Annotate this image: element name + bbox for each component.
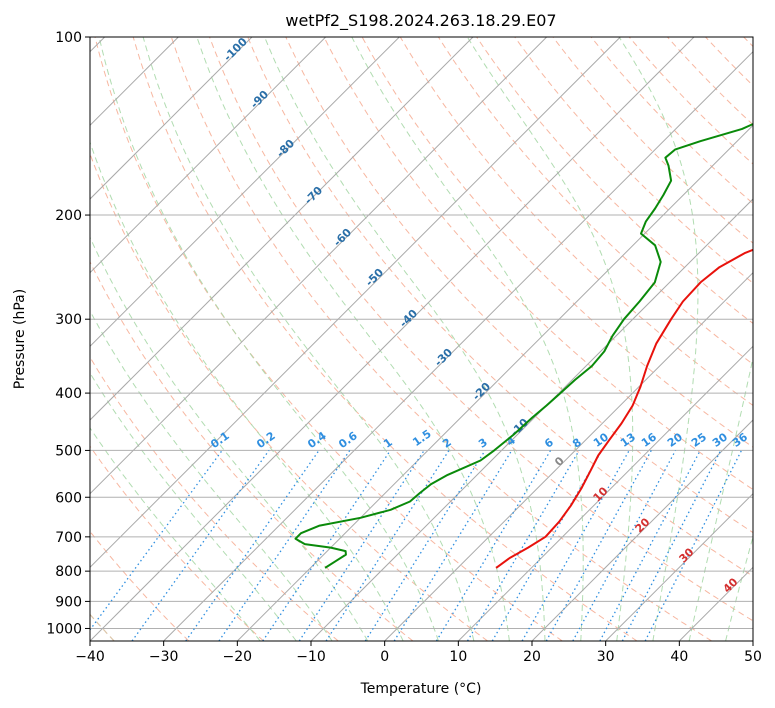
moist-adiabat-line	[264, 37, 546, 641]
dry-adiabat-line	[209, 37, 753, 622]
skewed-isotherm-line	[310, 198, 753, 641]
dry-adiabat-line	[132, 37, 638, 641]
skewed-isotherm-line	[90, 37, 621, 569]
skewed-isotherm-line	[90, 37, 327, 274]
y-tick-label: 200	[55, 208, 82, 224]
pressure-gridlines	[90, 37, 753, 629]
x-tick-label: 10	[449, 649, 467, 665]
x-tick-label: −10	[296, 649, 326, 665]
moist-adiabat-line	[618, 37, 699, 641]
moist-adiabats	[90, 37, 753, 641]
moist-adiabat-line	[196, 37, 510, 641]
dewpoint-profile-line	[294, 122, 753, 569]
x-tick-label: −30	[149, 649, 179, 665]
skewed-isotherm-line	[457, 345, 753, 641]
sounding-profiles	[294, 122, 753, 569]
moist-adiabat-line	[90, 140, 404, 641]
x-axis-ticks: −40 −30 −20 −10 0 10 20 30 40 50	[75, 641, 762, 665]
dry-adiabat-line	[90, 445, 264, 641]
y-tick-label: 400	[55, 386, 82, 402]
mixing-ratio-line	[325, 450, 450, 641]
mixing-ratio-line	[298, 450, 425, 641]
mixing-ratio-line	[572, 450, 677, 641]
x-tick-label: 20	[523, 649, 541, 665]
plot-frame	[89, 36, 754, 642]
mixing-ratio-line	[90, 450, 223, 631]
moist-adiabat-line	[98, 37, 439, 641]
skewed-isotherms	[90, 37, 753, 641]
y-axis-ticks: 100 200 300 400 500 600 700 800 900 1000	[46, 30, 90, 637]
moist-adiabat-line	[688, 355, 753, 641]
y-tick-label: 700	[55, 530, 82, 546]
skewed-isotherm-line	[90, 37, 695, 641]
chart-title: wetPf2_S198.2024.263.18.29.E07	[285, 11, 556, 31]
dry-adiabat-line	[323, 37, 753, 491]
x-tick-label: −20	[223, 649, 253, 665]
moist-adiabat-line	[90, 426, 261, 641]
dry-adiabats	[90, 37, 753, 641]
moist-adiabat-line	[90, 372, 297, 641]
y-tick-label: 800	[55, 564, 82, 580]
mixing-ratio-line	[435, 450, 552, 641]
mixing-ratio-line	[491, 450, 603, 641]
mixing-ratio-line	[521, 450, 630, 641]
dry-adiabat-line	[514, 37, 753, 284]
mixing-ratio-line	[545, 450, 652, 641]
skewed-isotherm-line	[90, 37, 548, 495]
y-tick-label: 1000	[46, 621, 82, 637]
skewed-isotherm-line	[236, 124, 753, 641]
x-tick-label: 0	[380, 649, 389, 665]
skewed-isotherm-line	[90, 37, 400, 348]
dry-adiabat-line	[90, 260, 414, 641]
skewed-isotherm-line	[90, 37, 253, 200]
y-tick-label: 600	[55, 490, 82, 506]
x-tick-label: 50	[744, 649, 762, 665]
skewed-isotherm-line	[531, 419, 753, 641]
x-tick-label: 40	[670, 649, 688, 665]
dry-adiabat-line	[285, 37, 753, 534]
y-tick-label: 900	[55, 594, 82, 610]
moist-adiabat-line	[90, 236, 369, 641]
mixing-ratio-line	[185, 450, 320, 641]
dry-adiabat-line	[170, 37, 712, 641]
moist-adiabat-line	[725, 534, 753, 641]
temperature-profile-line	[495, 248, 753, 569]
moist-adiabat-line	[90, 310, 333, 641]
x-tick-label: −40	[75, 649, 105, 665]
y-tick-label: 300	[55, 312, 82, 328]
y-tick-label: 100	[55, 30, 82, 46]
dry-adiabat-line	[476, 37, 753, 325]
dry-adiabat-line	[247, 37, 753, 577]
mixing-ratio-line	[466, 450, 580, 641]
moist-adiabat-line	[351, 37, 584, 641]
x-axis-label: Temperature (°C)	[360, 681, 482, 697]
skewed-isotherm-line	[163, 50, 753, 641]
y-tick-label: 500	[55, 443, 82, 459]
skewed-isotherm-line	[90, 37, 474, 421]
mixing-ratio-line	[131, 450, 270, 641]
mixing-ratio-line	[364, 450, 486, 641]
mixing-ratio-line	[393, 450, 513, 641]
mixing-ratio-lines	[90, 450, 743, 641]
skewed-isotherm-line	[384, 271, 753, 641]
dry-adiabat-line	[94, 37, 563, 641]
y-axis-label: Pressure (hPa)	[12, 289, 28, 389]
skewed-isotherm-line	[605, 492, 753, 641]
moist-adiabat-line	[142, 37, 475, 641]
x-tick-label: 30	[597, 649, 615, 665]
